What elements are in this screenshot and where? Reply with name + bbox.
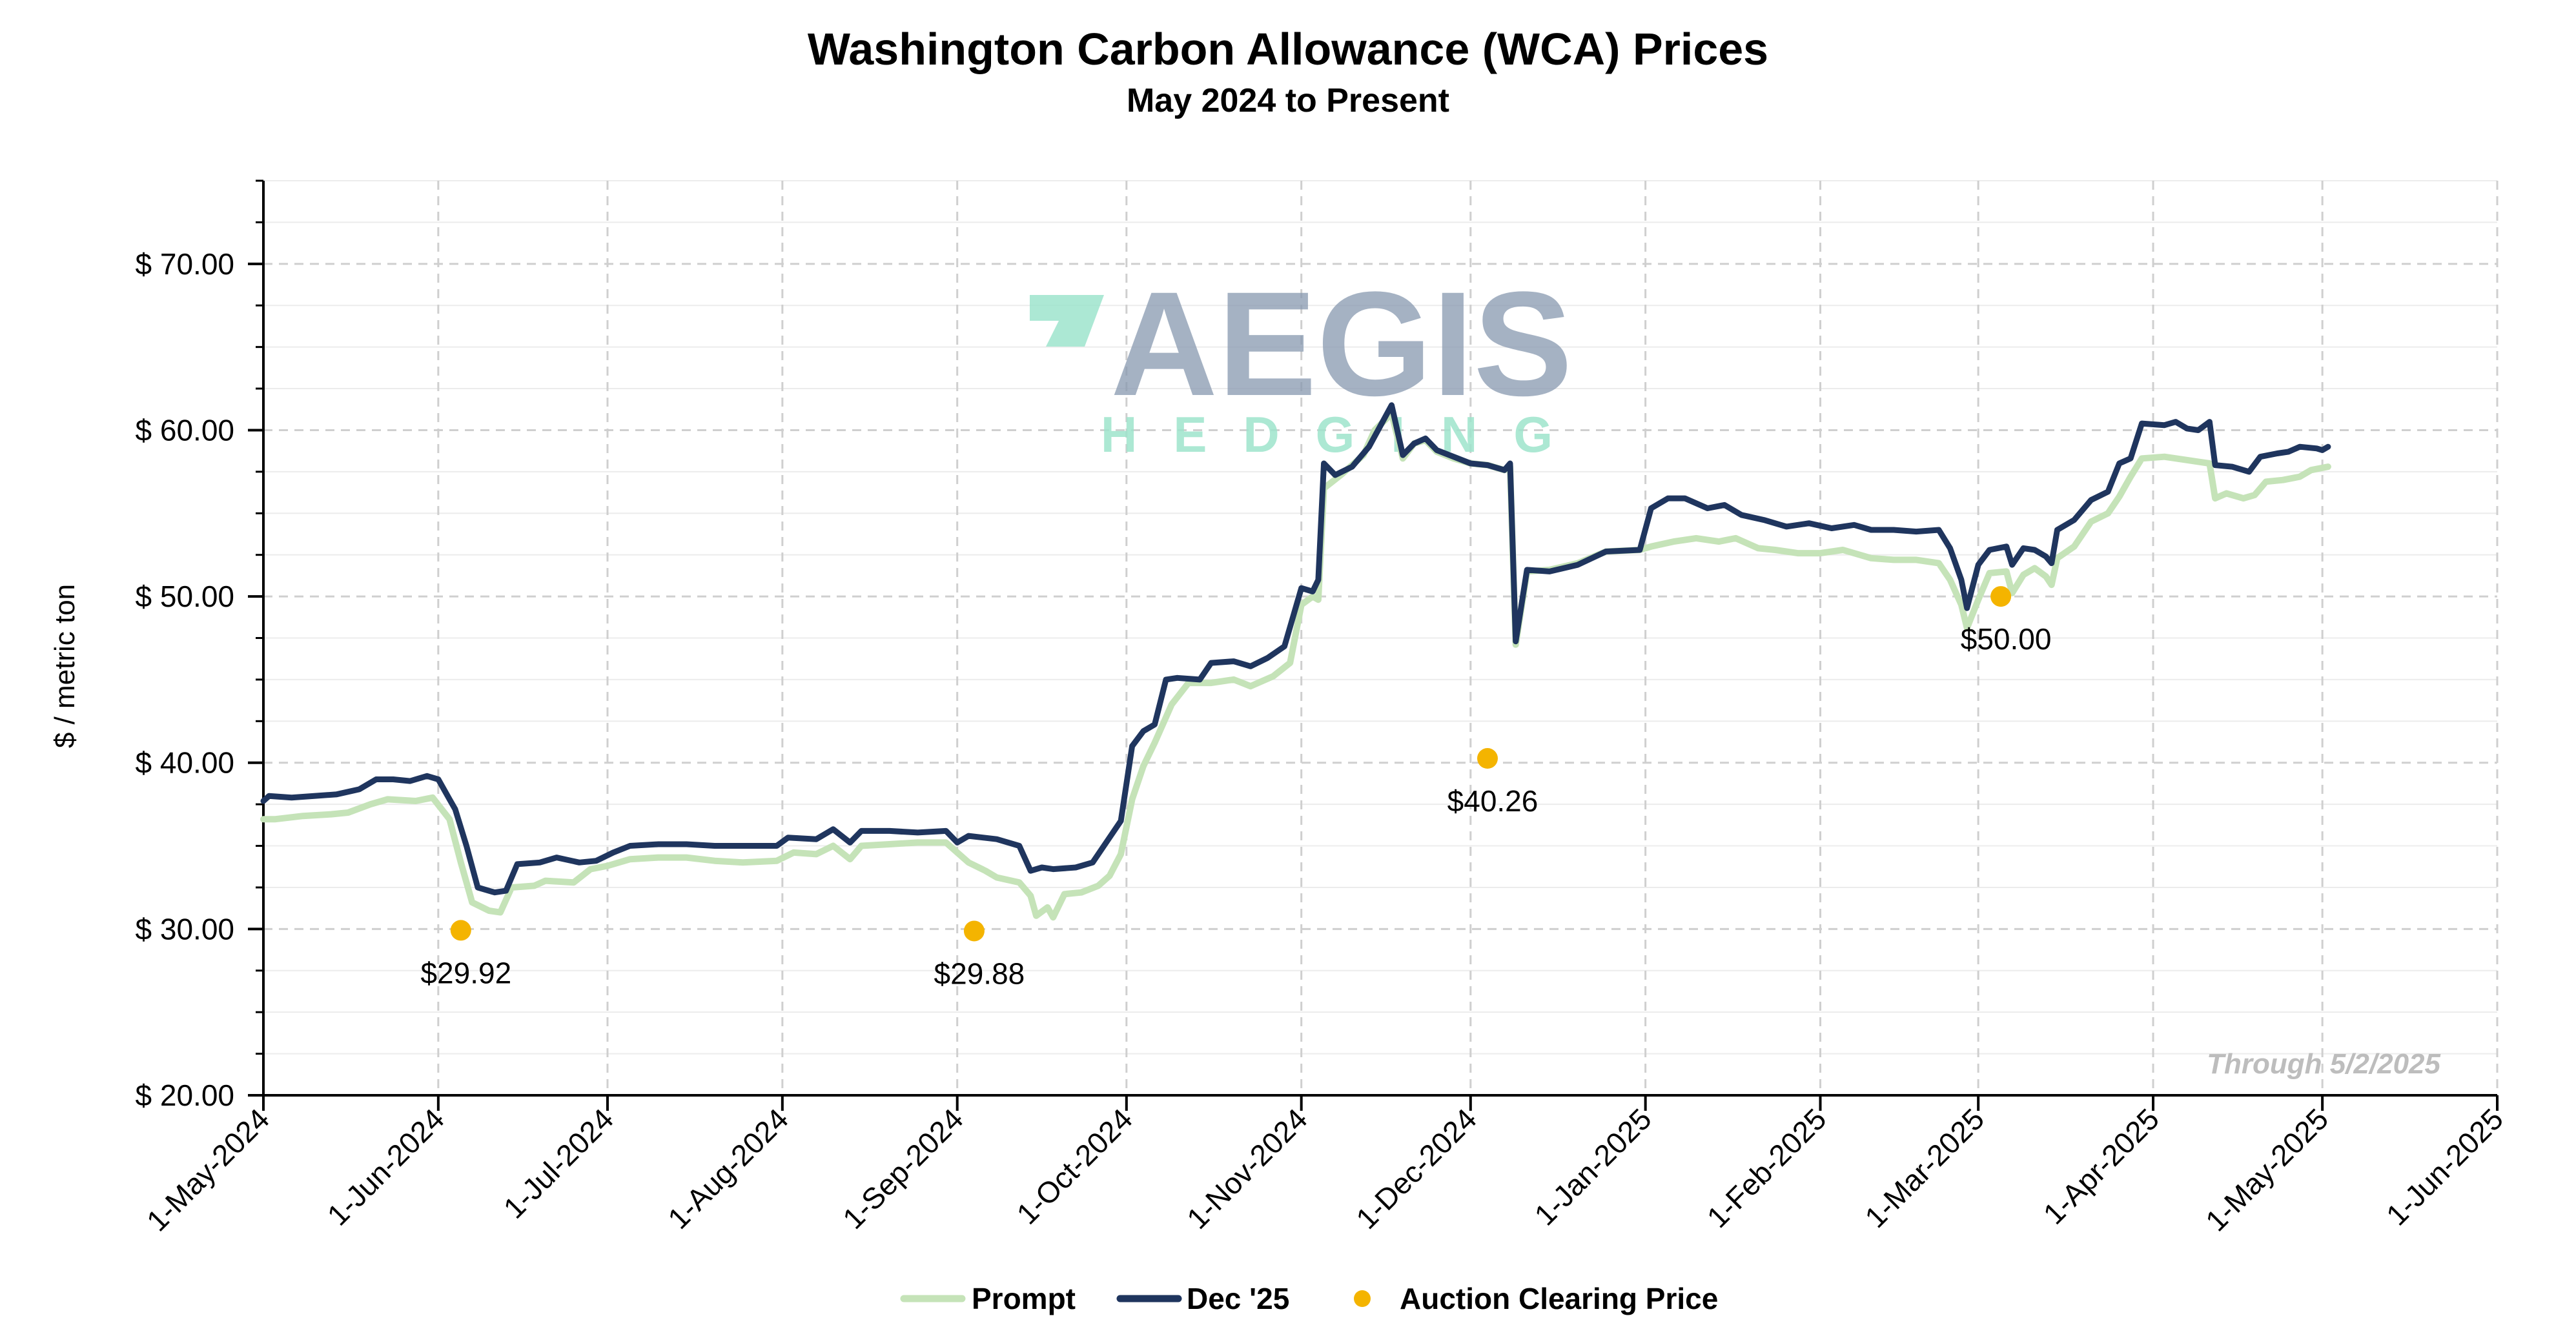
auction-layer: $29.92 $29.88 $40.26 $50.00 bbox=[420, 586, 2051, 990]
watermark-word-aegis: AEGIS bbox=[1110, 261, 1573, 427]
auction-point bbox=[1477, 748, 1498, 769]
y-tick-label: $ 40.00 bbox=[136, 746, 234, 780]
auction-point-label: $29.88 bbox=[934, 957, 1025, 990]
y-axis-label: $ / metric ton bbox=[49, 584, 81, 748]
grid-layer bbox=[263, 180, 2499, 1097]
auction-point bbox=[1990, 586, 2012, 607]
y-tick-label: $ 30.00 bbox=[136, 912, 234, 946]
watermark-logo: AEGIS HEDGING bbox=[1030, 261, 1589, 463]
legend: Prompt Dec '25 Auction Clearing Price bbox=[900, 1282, 1718, 1315]
through-date-note: Through 5/2/2025 bbox=[2207, 1048, 2440, 1080]
aegis-logo-mark-icon bbox=[1030, 295, 1104, 347]
legend-label-dec25: Dec '25 bbox=[1187, 1282, 1289, 1315]
y-tick-label: $ 20.00 bbox=[136, 1079, 234, 1112]
series-layer bbox=[260, 402, 2331, 921]
legend-label-prompt: Prompt bbox=[972, 1282, 1076, 1315]
auction-point-label: $29.92 bbox=[420, 956, 511, 989]
y-tick-label: $ 70.00 bbox=[136, 247, 234, 281]
legend-swatch-auction bbox=[1354, 1290, 1371, 1307]
auction-point bbox=[963, 920, 985, 942]
series-line-dec25 bbox=[260, 402, 2331, 896]
chart-subtitle: May 2024 to Present bbox=[1127, 82, 1449, 119]
auction-point-label: $40.26 bbox=[1447, 784, 1538, 818]
watermark-word-hedging: HEDGING bbox=[1101, 406, 1589, 463]
y-tick-label: $ 60.00 bbox=[136, 413, 234, 447]
auction-point bbox=[450, 920, 471, 941]
legend-label-auction: Auction Clearing Price bbox=[1400, 1282, 1718, 1315]
y-tick-label: $ 50.00 bbox=[136, 580, 234, 613]
auction-point-label: $50.00 bbox=[1961, 622, 2052, 656]
chart-title: Washington Carbon Allowance (WCA) Prices bbox=[808, 24, 1768, 74]
